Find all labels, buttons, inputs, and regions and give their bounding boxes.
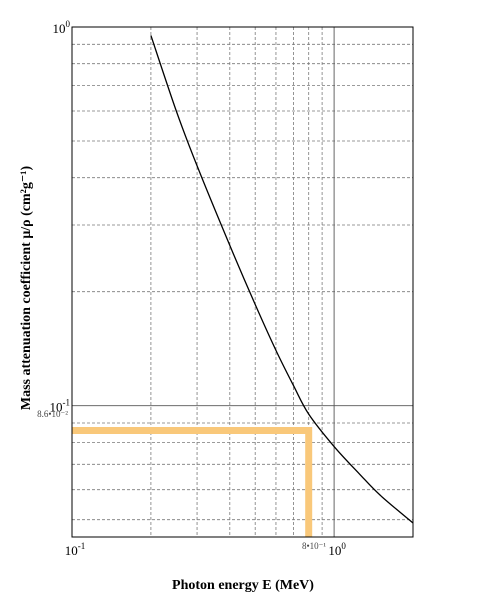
tick-labels: 10-1 100 100 10-1 <box>50 19 347 558</box>
y-axis-label: Mass attenuation coefficient μ/ρ (cm²g⁻¹… <box>19 166 34 411</box>
y-tick-label: 100 <box>53 19 71 36</box>
highlight-x-label: 8•10⁻¹ <box>302 541 326 551</box>
highlight-lines <box>72 426 313 537</box>
plot-border <box>71 26 414 538</box>
highlight-line <box>72 426 313 537</box>
grid <box>72 27 413 537</box>
x-tick-label: 10-1 <box>65 541 86 558</box>
plot-frame <box>71 26 414 538</box>
y-tick-label: 10-1 <box>50 398 71 415</box>
x-tick-label: 100 <box>328 541 346 558</box>
data-series <box>150 35 414 524</box>
highlight-y-label: 8.6•10⁻² <box>37 409 68 419</box>
x-axis-label: Photon energy E (MeV) <box>172 578 314 593</box>
series-line-0 <box>150 35 414 524</box>
